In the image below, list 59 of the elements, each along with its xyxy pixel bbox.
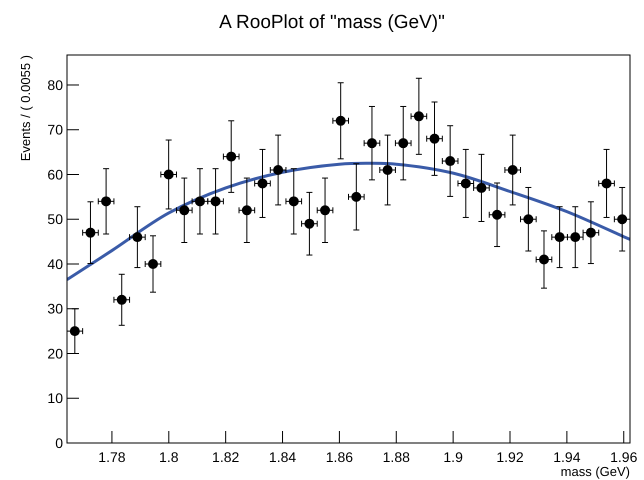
point: [179, 205, 190, 216]
point: [351, 192, 362, 202]
point: [382, 165, 393, 176]
x-tick-label: 1.94: [553, 449, 581, 465]
point: [476, 182, 486, 193]
point: [320, 205, 330, 216]
point: [132, 232, 142, 242]
point: [492, 210, 502, 220]
y-tick-label: 30: [47, 300, 64, 317]
x-tick-label: 1.82: [212, 449, 240, 465]
y-tick-label: 0: [55, 435, 64, 451]
point: [101, 196, 112, 206]
point: [164, 169, 174, 180]
y-tick-label: 10: [47, 390, 64, 406]
point: [116, 294, 127, 305]
y-tick-label: 50: [47, 211, 64, 228]
x-tick-label: 1.84: [268, 449, 296, 465]
point: [414, 111, 424, 122]
point: [273, 165, 284, 176]
point: [288, 196, 299, 206]
point: [242, 205, 252, 216]
point: [538, 254, 549, 265]
x-tick-label: 1.88: [382, 449, 410, 465]
point: [602, 178, 612, 188]
y-tick-label: 40: [47, 256, 64, 272]
point: [70, 326, 80, 336]
point: [617, 214, 628, 224]
y-tick-label: 70: [47, 122, 64, 138]
x-tick-label: 1.8: [159, 449, 179, 465]
x-tick-label: 1.86: [326, 449, 354, 465]
chart-title: A RooPlot of "mass (GeV)": [219, 12, 445, 33]
line-series: [67, 162, 630, 282]
point: [336, 116, 346, 126]
point: [85, 228, 96, 238]
point: [586, 228, 596, 238]
x-axis-title: mass (GeV): [560, 464, 630, 479]
point: [430, 134, 440, 144]
point: [508, 165, 518, 176]
point: [554, 232, 565, 242]
y-tick-label: 20: [47, 345, 64, 362]
point: [460, 178, 471, 188]
point: [366, 138, 377, 148]
point: [194, 196, 205, 206]
point: [226, 152, 236, 162]
y-axis-title: Events / ( 0.0055 ): [18, 55, 33, 162]
point: [398, 138, 408, 148]
point: [570, 232, 580, 242]
x-tick-label: 1.96: [610, 449, 638, 465]
point: [257, 178, 268, 188]
x-tick-label: 1.92: [496, 449, 524, 465]
y-tick-label: 80: [47, 76, 64, 93]
y-tick-label: 60: [47, 166, 64, 182]
point: [304, 218, 314, 229]
point: [210, 196, 221, 206]
x-tick-label: 1.9: [443, 449, 464, 465]
point: [445, 156, 456, 166]
point: [148, 258, 158, 269]
point: [523, 214, 534, 224]
x-tick-label: 1.78: [98, 449, 126, 465]
